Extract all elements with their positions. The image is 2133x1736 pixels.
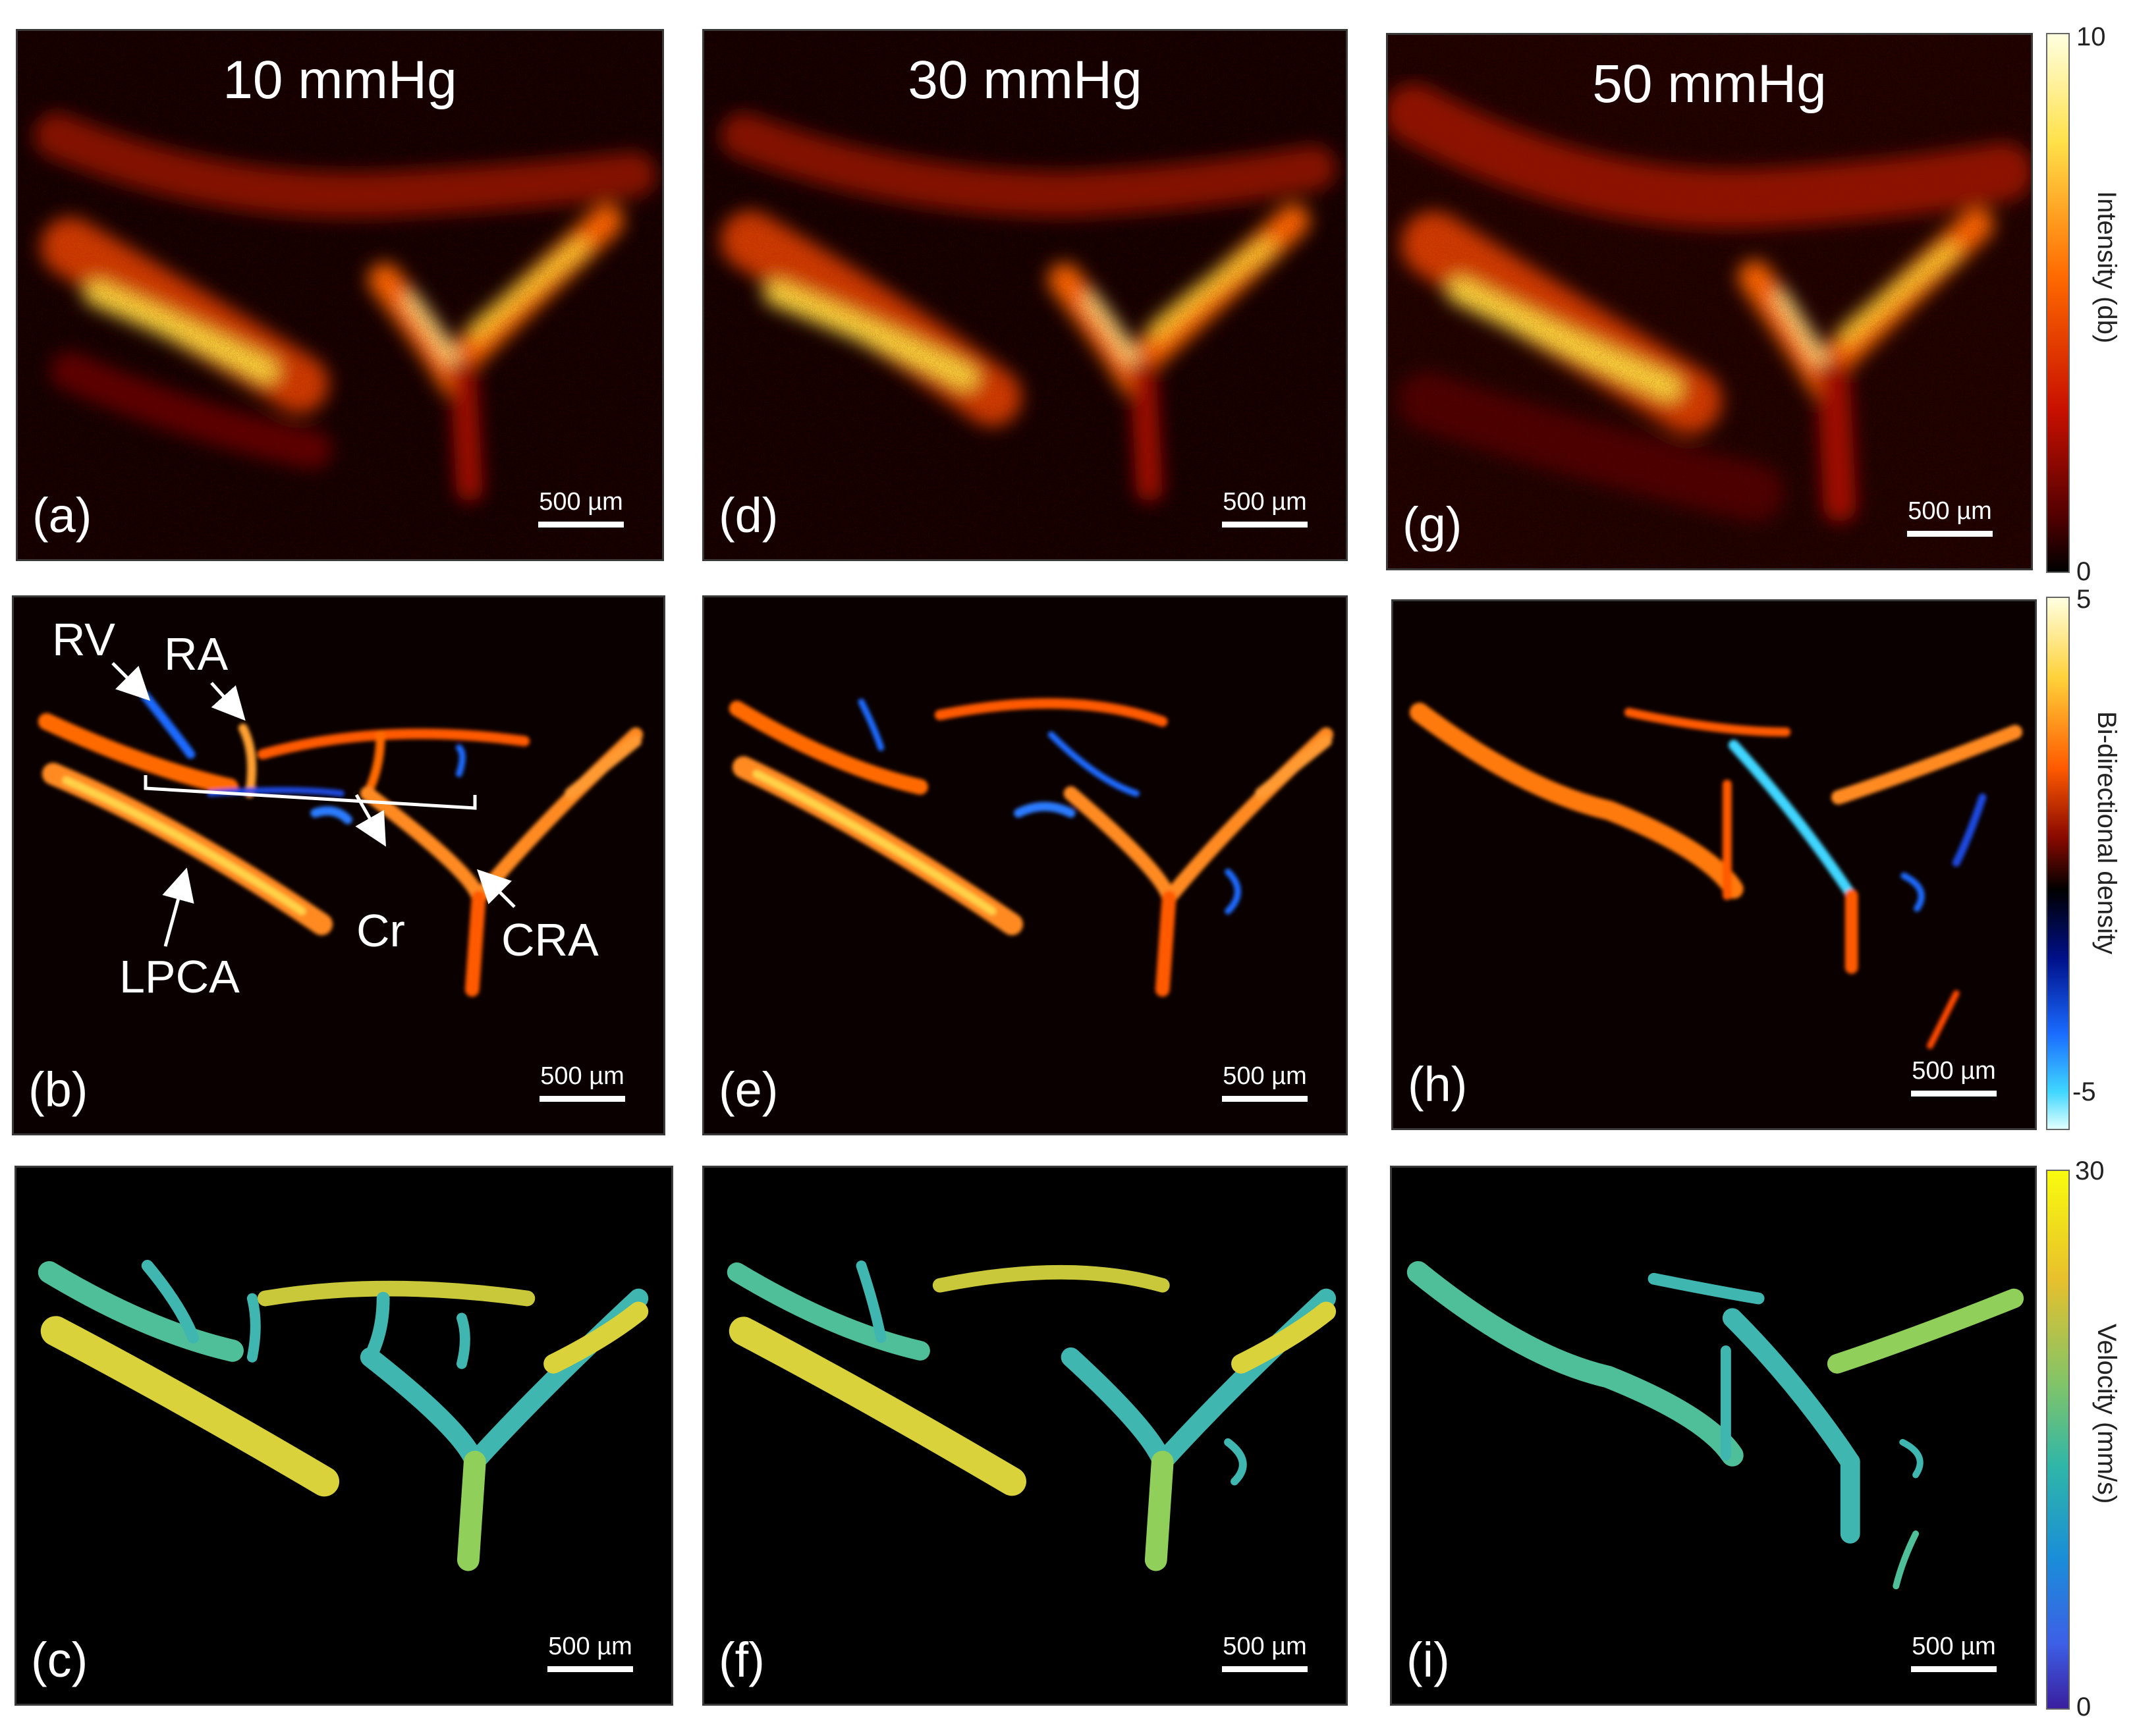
velocity-image (1392, 1168, 2035, 1704)
scale-bar: 500 µm (538, 488, 624, 528)
annotation-rv: RV (52, 614, 115, 665)
column-title-50mmhg: 50 mmHg (1592, 54, 1827, 114)
intensity-image (704, 31, 1346, 559)
intensity-colorbar-min: 0 (2076, 557, 2091, 586)
panel-label-i: (i) (1406, 1633, 1450, 1687)
intensity-image (1388, 35, 2031, 568)
panel-g: 50 mmHg (g) 500 µm (1386, 33, 2033, 570)
velocity-colorbar (2046, 1170, 2070, 1710)
scale-bar: 500 µm (1911, 1057, 1997, 1097)
panel-label-b: (b) (28, 1062, 88, 1117)
scale-bar: 500 µm (1222, 1062, 1308, 1102)
panel-label-h: (h) (1408, 1057, 1468, 1112)
scale-bar: 500 µm (540, 1062, 625, 1102)
scale-bar-label: 500 µm (548, 1633, 632, 1660)
density-colorbar-max: 5 (2076, 585, 2091, 614)
density-image (704, 597, 1346, 1133)
annotation-ra: RA (164, 628, 229, 680)
panel-label-c: (c) (31, 1633, 88, 1687)
panel-h: (h) 500 µm (1391, 599, 2037, 1130)
scale-bar-label: 500 µm (540, 1062, 624, 1090)
intensity-image (18, 31, 662, 559)
intensity-colorbar-max: 10 (2076, 22, 2106, 51)
scale-bar-label: 500 µm (1912, 1057, 1996, 1085)
velocity-image (16, 1168, 671, 1704)
scale-bar: 500 µm (1907, 497, 1993, 537)
panel-label-a: (a) (32, 488, 92, 543)
velocity-colorbar-title: Velocity (mm/s) (2092, 1324, 2121, 1504)
annotation-arrows (111, 662, 516, 947)
velocity-colorbar-max: 30 (2075, 1156, 2105, 1185)
column-title-30mmhg: 30 mmHg (908, 50, 1142, 110)
velocity-image (704, 1168, 1346, 1704)
scale-bar-label: 500 µm (1223, 488, 1307, 516)
intensity-colorbar-title: Intensity (db) (2092, 191, 2121, 344)
panel-label-e: (e) (719, 1062, 779, 1117)
density-colorbar (2046, 597, 2070, 1130)
density-colorbar-title: Bi-directional density (2092, 711, 2121, 955)
scale-bar-label: 500 µm (1223, 1062, 1307, 1090)
panel-b: RV RA Cr CRA LPCA (b) 500 µm (12, 595, 665, 1135)
column-title-10mmhg: 10 mmHg (223, 50, 457, 110)
intensity-colorbar (2046, 33, 2070, 573)
panel-a: 10 mmHg (a) 500 µm (16, 29, 664, 561)
scale-bar: 500 µm (1222, 488, 1308, 528)
panel-d: 30 mmHg (d) 500 µm (702, 29, 1348, 561)
annotation-cra: CRA (501, 914, 599, 965)
panel-label-f: (f) (719, 1633, 765, 1687)
scale-bar-label: 500 µm (1223, 1633, 1307, 1660)
panel-i: (i) 500 µm (1390, 1166, 2037, 1706)
scale-bar-label: 500 µm (1908, 497, 1992, 525)
density-image (1393, 601, 2035, 1128)
annotation-lpca: LPCA (119, 951, 240, 1002)
panel-label-g: (g) (1402, 497, 1462, 552)
scale-bar: 500 µm (547, 1633, 633, 1672)
velocity-colorbar-min: 0 (2076, 1693, 2091, 1722)
panel-f: (f) 500 µm (702, 1166, 1348, 1706)
scale-bar: 500 µm (1222, 1633, 1308, 1672)
scale-bar-label: 500 µm (539, 488, 623, 516)
scale-bar-label: 500 µm (1912, 1633, 1996, 1660)
density-colorbar-min: -5 (2072, 1077, 2096, 1106)
panel-e: (e) 500 µm (702, 595, 1348, 1135)
scale-bar: 500 µm (1911, 1633, 1997, 1672)
panel-c: (c) 500 µm (14, 1166, 673, 1706)
panel-label-d: (d) (719, 488, 779, 543)
annotation-cr: Cr (356, 905, 405, 956)
